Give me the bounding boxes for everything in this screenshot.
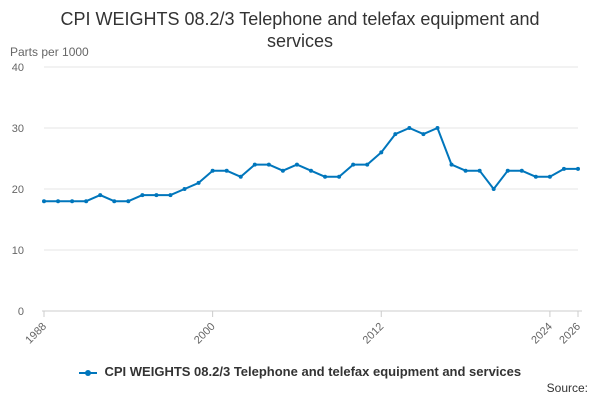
y-tick-label: 40 (12, 62, 24, 74)
y-tick-labels: 0 10 20 30 40 (12, 62, 24, 318)
data-point[interactable] (182, 187, 187, 191)
x-tick-label: 2024 (529, 321, 555, 347)
data-point[interactable] (337, 174, 342, 179)
data-point[interactable] (491, 187, 496, 191)
y-tick-label: 0 (18, 306, 24, 318)
data-point[interactable] (463, 168, 468, 173)
y-tick-label: 30 (12, 123, 24, 135)
y-tick-label: 10 (12, 245, 24, 257)
chart-title: CPI WEIGHTS 08.2/3 Telephone and telefax… (0, 8, 600, 52)
x-tick-label: 1988 (23, 321, 49, 347)
data-point[interactable] (477, 168, 482, 173)
y-axis-label: Parts per 1000 (10, 45, 89, 59)
data-point[interactable] (576, 166, 580, 171)
data-point[interactable] (505, 168, 510, 173)
data-point[interactable] (126, 199, 131, 204)
grid-lines (44, 66, 578, 251)
data-point[interactable] (224, 168, 229, 173)
data-point[interactable] (435, 126, 440, 130)
chart-title-line-1: CPI WEIGHTS 08.2/3 Telephone and telefax… (60, 9, 540, 29)
data-point[interactable] (112, 199, 117, 204)
x-tick-labels: 1988 2000 2012 2024 2026 (23, 321, 583, 347)
data-point[interactable] (84, 199, 89, 204)
x-tick-label: 2012 (361, 321, 387, 347)
data-point[interactable] (280, 168, 285, 173)
series-line (44, 127, 578, 203)
data-point[interactable] (309, 168, 313, 173)
x-tick-label: 2026 (557, 321, 583, 347)
data-point[interactable] (294, 162, 299, 167)
x-axis (42, 310, 582, 317)
data-point[interactable] (393, 132, 398, 137)
legend: CPI WEIGHTS 08.2/3 Telephone and telefax… (0, 364, 600, 379)
data-point[interactable] (266, 162, 271, 167)
data-point[interactable] (561, 166, 566, 171)
data-point[interactable] (407, 126, 412, 130)
data-point[interactable] (379, 150, 384, 155)
y-tick-label: 20 (12, 184, 24, 196)
data-point[interactable] (351, 162, 356, 167)
data-point[interactable] (533, 174, 538, 179)
data-point[interactable] (365, 162, 370, 167)
data-point[interactable] (252, 162, 257, 167)
data-point[interactable] (210, 168, 215, 173)
data-point[interactable] (168, 193, 173, 198)
chart-title-line-2: services (266, 31, 333, 51)
legend-line-marker-icon (78, 368, 97, 378)
data-point[interactable] (323, 174, 328, 179)
data-point[interactable] (42, 199, 46, 204)
data-point[interactable] (547, 174, 552, 179)
x-tick-label: 2000 (192, 321, 218, 347)
data-point[interactable] (519, 168, 524, 173)
data-point[interactable] (154, 193, 159, 198)
data-point[interactable] (421, 132, 426, 137)
series-layer (42, 126, 580, 204)
data-point[interactable] (56, 199, 61, 204)
data-point[interactable] (98, 193, 103, 198)
source-label: Source: (546, 381, 588, 395)
data-point[interactable] (238, 174, 243, 179)
data-point[interactable] (449, 162, 454, 167)
legend-item-label: CPI WEIGHTS 08.2/3 Telephone and telefax… (104, 364, 522, 379)
data-point[interactable] (70, 199, 75, 204)
data-point[interactable] (140, 193, 145, 198)
data-point[interactable] (196, 180, 201, 185)
